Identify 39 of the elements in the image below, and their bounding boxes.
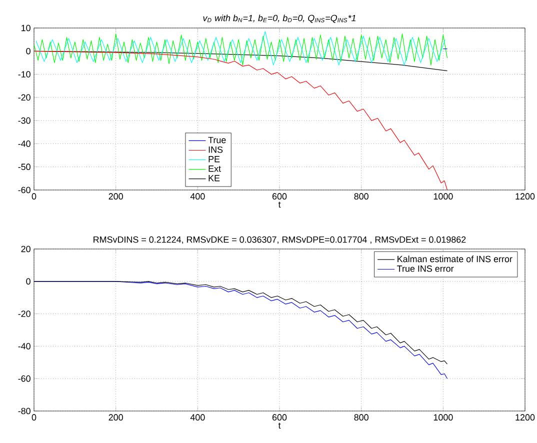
legend-label: True INS error (397, 265, 454, 272)
legend-label: KE (208, 175, 220, 182)
x-axis-title: t (278, 422, 281, 429)
legend-label: INS (208, 146, 223, 153)
x-tick-label: 800 (354, 193, 368, 200)
y-tick-label: 0 (26, 278, 30, 285)
x-tick-label: 600 (272, 414, 287, 421)
legend-label: True (208, 136, 226, 144)
chart-title: RMSvDINS = 0.21224, RMSvDKE = 0.036307, RMSvDPE=0.017704 , RMSvDExt = 0.019862 (94, 236, 466, 244)
y-tick-label: -30 (18, 117, 30, 124)
x-tick-label: 200 (108, 193, 123, 200)
y-tick-label: -40 (18, 140, 30, 147)
y-tick-label: -40 (18, 343, 30, 350)
x-tick-label: 1200 (516, 193, 535, 200)
x-axis-title: t (278, 202, 281, 208)
x-tick-label: 600 (272, 193, 287, 200)
x-tick-label: 1000 (434, 193, 453, 200)
x-tick-label: 0 (32, 414, 36, 421)
y-tick-label: -80 (18, 408, 30, 414)
y-tick-label: -50 (18, 164, 30, 170)
x-tick-label: 400 (190, 414, 205, 421)
y-tick-label: -60 (18, 186, 30, 194)
y-tick-label: 20 (21, 246, 30, 252)
x-tick-label: 200 (108, 414, 123, 421)
x-tick-label: 1000 (434, 414, 453, 421)
y-tick-label: 0 (26, 48, 30, 54)
chart-title: v$_{D}$ with b$_{N}$=1, b$_{E}$=0, b$_{D}$=0, Q$_{INS}$=Q$_{INS}$*1 (203, 14, 356, 23)
x-tick-label: 1200 (516, 414, 535, 421)
y-tick-label: -10 (18, 71, 30, 78)
legend-label: Ext (208, 166, 221, 172)
y-tick-label: -60 (18, 375, 30, 382)
legend-label: Kalman estimate of INS error (398, 256, 512, 262)
y-tick-label: 10 (22, 24, 30, 32)
x-tick-label: 800 (354, 414, 368, 421)
legend-label: PE (208, 156, 220, 162)
x-tick-label: 0 (32, 193, 36, 200)
y-tick-label: -20 (18, 94, 30, 101)
y-tick-label: -20 (18, 310, 30, 317)
x-tick-label: 400 (190, 193, 205, 200)
